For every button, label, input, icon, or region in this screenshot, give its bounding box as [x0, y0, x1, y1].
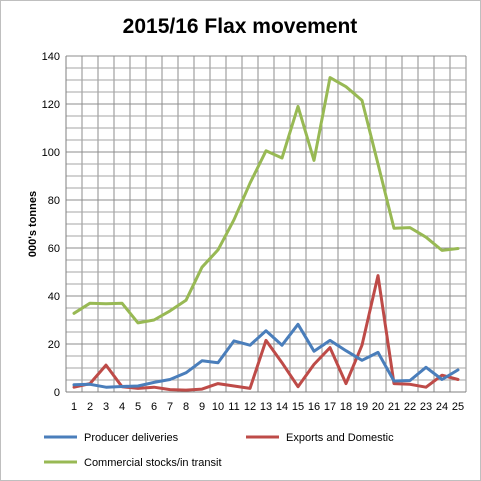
x-tick-label: 17: [324, 401, 336, 413]
x-tick-label: 5: [135, 401, 141, 413]
x-tick-label: 22: [404, 401, 416, 413]
x-tick-label: 24: [436, 401, 448, 413]
x-tick-label: 6: [151, 401, 157, 413]
x-tick-label: 8: [183, 401, 189, 413]
x-tick-label: 9: [199, 401, 205, 413]
x-tick-label: 15: [292, 401, 304, 413]
y-tick-label: 60: [48, 243, 60, 255]
x-tick-label: 11: [228, 401, 239, 413]
y-tick-label: 0: [54, 387, 60, 399]
series-line-producer-deliveries: [72, 322, 460, 389]
legend: Producer deliveries Exports and Domestic C…: [44, 432, 394, 469]
x-tick-label: 10: [212, 401, 224, 413]
chart-title: 2015/16 Flax movement: [123, 15, 358, 38]
x-tick-label: 13: [260, 401, 272, 413]
y-tick-label: 20: [48, 339, 60, 351]
x-tick-label: 2: [87, 401, 93, 413]
x-tick-label: 4: [119, 401, 125, 413]
legend-label-commercial-stocks-in-transit: Commercial stocks/in transit: [84, 457, 222, 469]
y-axis-label: 000's tonnes: [27, 191, 39, 257]
x-tick-label: 19: [356, 401, 368, 413]
x-tick-label: 21: [388, 401, 400, 413]
legend-label-producer-deliveries: Producer deliveries: [84, 432, 179, 444]
x-tick-label: 14: [276, 401, 288, 413]
x-tick-label: 12: [244, 401, 256, 413]
x-tick-label: 3: [103, 401, 109, 413]
y-tick-label: 80: [48, 195, 60, 207]
y-tick-label: 120: [42, 99, 60, 111]
x-tick-label: 16: [308, 401, 320, 413]
x-tick-label: 25: [452, 401, 464, 413]
x-tick-label: 20: [372, 401, 384, 413]
y-tick-label: 140: [42, 51, 60, 63]
series-line-exports-and-domestic: [72, 274, 460, 392]
series-line-commercial-stocks-in-transit: [72, 76, 460, 325]
series-lines: [72, 76, 460, 392]
y-tick-label: 40: [48, 291, 60, 303]
y-tick-label: 100: [42, 147, 60, 159]
legend-label-exports-and-domestic: Exports and Domestic: [286, 432, 394, 444]
x-tick-label: 1: [71, 401, 77, 413]
x-tick-label: 7: [167, 401, 173, 413]
x-tick-label: 18: [340, 401, 352, 413]
x-tick-label: 23: [420, 401, 432, 413]
